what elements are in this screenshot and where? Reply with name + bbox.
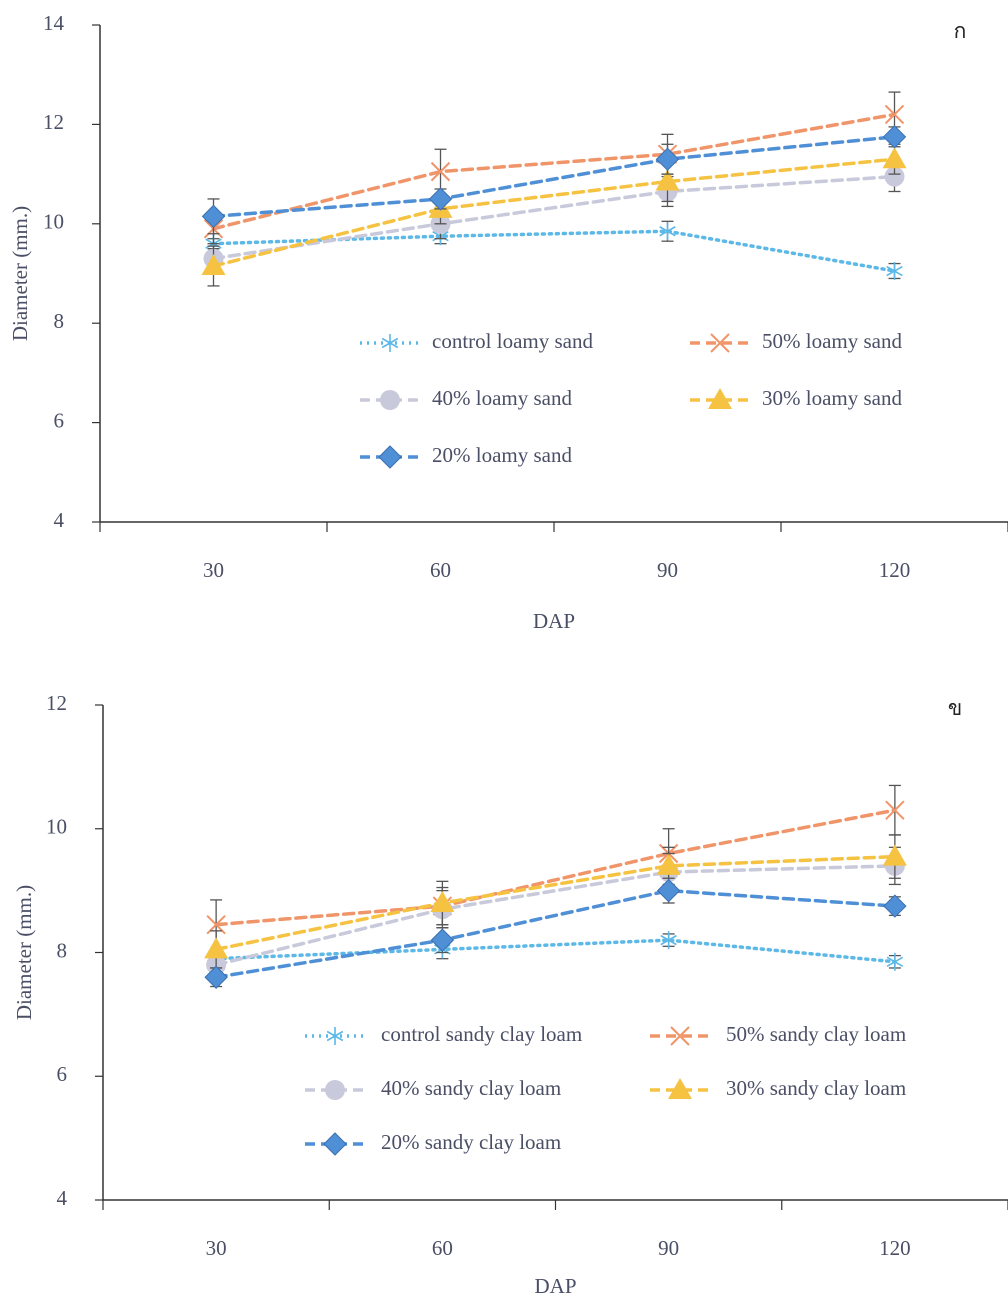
marker [884,126,906,148]
marker-shape [883,147,907,168]
y-axis-title: Diameter (mm.) [12,885,36,1020]
x-tick-label: 90 [658,1236,679,1260]
marker-shape [883,845,907,866]
x-tick-label: 30 [203,558,224,582]
y-tick-label: 10 [43,210,64,234]
x-tick-label: 60 [430,558,451,582]
marker-shape [884,895,906,917]
y-tick-label: 14 [43,11,65,35]
marker [380,390,400,410]
x-tick-label: 60 [432,1236,453,1260]
marker [883,147,907,168]
panel-label: ข [948,696,962,720]
y-tick-label: 10 [46,815,67,839]
series-line [214,159,895,266]
legend-label: 30% loamy sand [762,386,902,410]
y-tick-label: 12 [43,110,64,134]
x-tick-label: 90 [657,558,678,582]
y-axis-title: Diameter (mm.) [8,206,32,341]
x-tick-label: 120 [879,1236,911,1260]
series-line [214,177,895,259]
legend-label: 50% loamy sand [762,329,902,353]
legend-label: 20% loamy sand [432,443,572,467]
y-tick-label: 8 [57,938,68,962]
y-tick-label: 6 [54,408,65,432]
series-line [216,940,895,962]
x-tick-label: 30 [206,1236,227,1260]
marker-shape [325,1080,345,1100]
series-line [214,114,895,228]
marker [658,880,680,902]
legend-label: control sandy clay loam [381,1022,582,1046]
legend-label: 40% loamy sand [432,386,572,410]
marker-shape [203,205,225,227]
page: 4 6 8 10 12 14 30 60 90 120 DAP Diameter (mm.) ก cont… [0,0,1008,1302]
series-line [214,231,895,271]
marker [324,1133,346,1155]
marker [884,895,906,917]
x-axis-title: DAP [534,1274,576,1298]
marker [203,205,225,227]
legend-label: control loamy sand [432,329,593,353]
marker-shape [380,390,400,410]
marker [379,446,401,468]
legend-label: 40% sandy clay loam [381,1076,561,1100]
marker [883,845,907,866]
marker-shape [884,126,906,148]
x-axis-title: DAP [533,609,575,633]
y-tick-label: 8 [54,309,65,333]
y-tick-label: 12 [46,691,67,715]
panel-label: ก [954,19,967,43]
legend-label: 20% sandy clay loam [381,1130,561,1154]
y-tick-label: 4 [57,1186,68,1210]
marker-shape [658,880,680,902]
chart-page: 4 6 8 10 12 14 30 60 90 120 DAP Diameter (mm.) ก cont… [0,0,1008,1302]
x-tick-label: 120 [879,558,911,582]
series-line [216,891,895,978]
legend-label: 30% sandy clay loam [726,1076,906,1100]
marker-shape [324,1133,346,1155]
series-line [216,857,895,950]
legend-label: 50% sandy clay loam [726,1022,906,1046]
y-tick-label: 6 [57,1062,68,1086]
marker-shape [379,446,401,468]
y-tick-label: 4 [54,508,65,532]
marker [325,1080,345,1100]
